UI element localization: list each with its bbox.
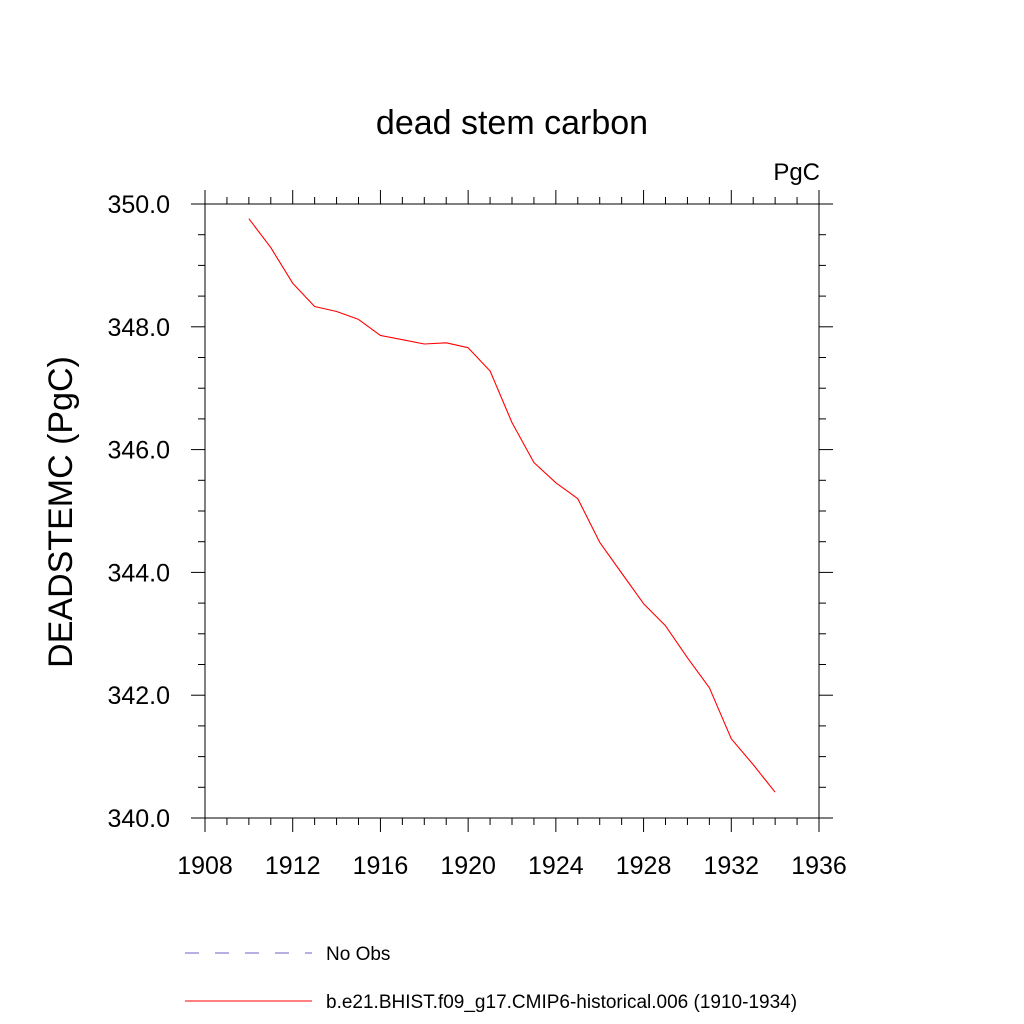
legend-label-historical: b.e21.BHIST.f09_g17.CMIP6-historical.006… (326, 992, 797, 1013)
y-tick-label: 340.0 (107, 805, 170, 833)
x-tick-label: 1920 (440, 852, 496, 880)
x-tick-label: 1932 (703, 852, 759, 880)
plot-frame (204, 203, 820, 819)
legend: No Obs b.e21.BHIST.f09_g17.CMIP6-histori… (185, 944, 797, 1013)
x-tick-label: 1936 (791, 852, 847, 880)
y-tick-label: 350.0 (107, 191, 170, 219)
y-tick-label: 346.0 (107, 437, 170, 465)
x-tick-label: 1908 (177, 852, 233, 880)
x-tick-label: 1912 (265, 852, 321, 880)
chart-title: dead stem carbon (376, 104, 648, 142)
x-tick-label: 1924 (528, 852, 584, 880)
axis-ticks: 1908 1912 1916 1920 1924 1928 1932 1936 340.0 342… (107, 190, 847, 880)
y-axis-title: DEADSTEMC (PgC) (42, 356, 80, 668)
y-tick-label: 342.0 (107, 682, 170, 710)
y-tick-label: 348.0 (107, 314, 170, 342)
y-tick-label: 344.0 (107, 559, 170, 587)
x-tick-label: 1928 (616, 852, 672, 880)
x-tick-label: 1916 (353, 852, 409, 880)
legend-label-no-obs: No Obs (326, 944, 390, 965)
units-label: PgC (773, 159, 820, 186)
plot-series (248, 218, 776, 793)
series-line-historical (248, 218, 776, 793)
